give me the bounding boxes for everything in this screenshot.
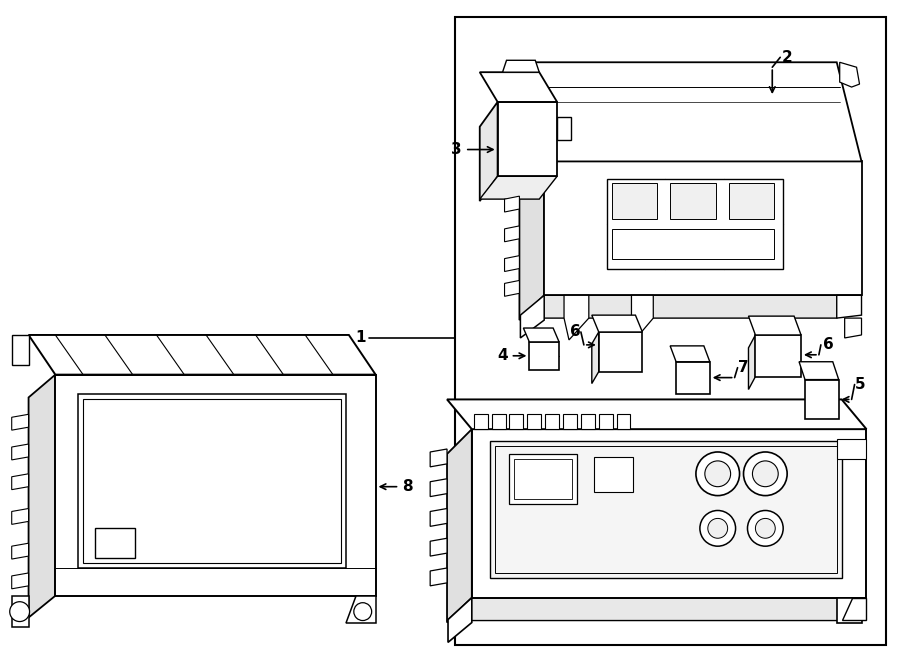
Bar [83,399,341,563]
Text: 6: 6 [823,338,833,352]
Bar [612,183,657,219]
Polygon shape [842,598,867,620]
Polygon shape [519,62,861,162]
Polygon shape [448,598,472,642]
Bar [607,179,783,269]
Polygon shape [505,256,519,271]
Polygon shape [480,176,557,199]
Bar [729,183,774,219]
Polygon shape [12,508,29,524]
Polygon shape [29,375,55,618]
Polygon shape [749,335,755,389]
Polygon shape [845,318,861,338]
Polygon shape [447,598,867,620]
Circle shape [354,602,372,620]
Polygon shape [520,295,544,338]
Polygon shape [29,335,375,375]
Polygon shape [632,295,653,338]
Circle shape [705,461,731,487]
Polygon shape [12,444,29,460]
Polygon shape [580,414,595,429]
Polygon shape [598,332,643,371]
Polygon shape [670,346,710,361]
Circle shape [10,602,30,622]
Polygon shape [55,375,375,596]
Text: 7: 7 [738,360,748,375]
Polygon shape [755,335,801,377]
Polygon shape [430,449,447,467]
Text: 2: 2 [782,50,793,65]
Circle shape [696,452,740,496]
Polygon shape [473,414,488,429]
Polygon shape [505,196,519,212]
Bar [612,229,774,259]
Polygon shape [544,162,861,295]
Bar [670,183,716,219]
Circle shape [707,518,728,538]
Polygon shape [12,414,29,430]
Text: 4: 4 [497,348,508,363]
Polygon shape [346,596,375,622]
Polygon shape [12,544,29,559]
Polygon shape [529,342,559,369]
Bar [78,395,346,568]
Bar [509,454,577,504]
Circle shape [755,518,775,538]
Text: 6: 6 [570,324,580,340]
Polygon shape [505,226,519,242]
Text: 8: 8 [402,479,413,494]
Text: 3: 3 [451,142,462,157]
Polygon shape [676,361,710,395]
Polygon shape [840,62,860,87]
Bar [495,446,837,573]
Polygon shape [505,281,519,297]
Text: 1: 1 [356,330,365,346]
Polygon shape [557,117,571,140]
Bar [490,441,842,578]
Bar [515,459,572,498]
Polygon shape [545,414,559,429]
Polygon shape [527,414,541,429]
Circle shape [748,510,783,546]
Polygon shape [592,315,643,332]
Polygon shape [472,429,867,598]
Polygon shape [509,414,524,429]
Polygon shape [837,295,861,318]
Polygon shape [498,102,557,176]
Circle shape [700,510,735,546]
Polygon shape [447,429,472,622]
Polygon shape [592,332,598,383]
Polygon shape [12,596,29,628]
Polygon shape [519,295,861,318]
Bar [837,439,867,459]
Polygon shape [447,399,867,429]
Polygon shape [524,328,559,342]
Polygon shape [805,379,839,419]
Polygon shape [12,474,29,490]
Polygon shape [430,508,447,526]
Polygon shape [519,162,544,320]
Polygon shape [430,538,447,556]
Polygon shape [480,72,557,102]
Circle shape [752,461,778,487]
Polygon shape [12,335,29,365]
Polygon shape [480,102,498,201]
Polygon shape [799,361,839,379]
Circle shape [743,452,788,496]
Bar [594,457,634,492]
Polygon shape [491,414,506,429]
Polygon shape [502,60,539,72]
Polygon shape [837,598,861,622]
Polygon shape [598,414,613,429]
Polygon shape [12,573,29,589]
Polygon shape [749,316,801,335]
Bar [95,528,135,558]
Polygon shape [564,295,589,340]
Bar [455,17,886,645]
Polygon shape [616,414,631,429]
Polygon shape [430,479,447,496]
Polygon shape [563,414,577,429]
Polygon shape [430,568,447,586]
Text: 5: 5 [855,377,865,392]
